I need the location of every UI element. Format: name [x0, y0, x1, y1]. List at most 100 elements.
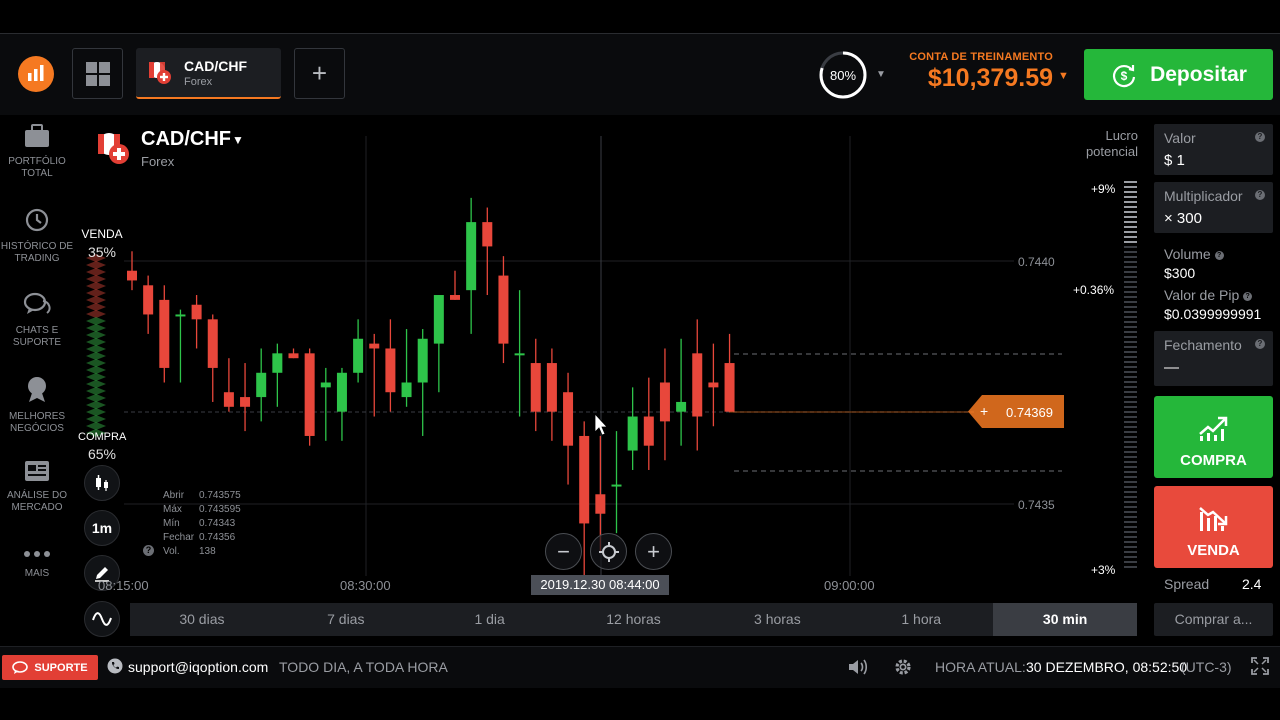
current-time-value: 30 DEZEMBRO, 08:52:50	[1026, 659, 1188, 675]
ohlc-key: Vol.	[163, 546, 180, 557]
candle-body	[401, 382, 412, 398]
drawing-tools-button[interactable]	[84, 555, 120, 591]
sentiment-segment	[86, 394, 106, 402]
sentiment-segment	[86, 261, 106, 269]
settings-gear-icon[interactable]	[893, 657, 913, 682]
sentiment-segment	[86, 366, 106, 374]
help-icon[interactable]: ?	[1243, 291, 1253, 301]
sidebar-item-more[interactable]: MAIS	[0, 548, 74, 580]
chart-type-button[interactable]	[84, 465, 120, 501]
candles	[127, 197, 735, 587]
award-icon	[28, 377, 46, 402]
candle-body	[191, 304, 202, 320]
time-axis-label: 08:15:00	[98, 578, 149, 593]
candle-body	[643, 416, 654, 446]
percent-scale-label: +0.36%	[1073, 283, 1115, 297]
candle-body	[482, 222, 493, 247]
buy-label: COMPRA	[1180, 452, 1247, 469]
help-icon[interactable]: ?	[1255, 339, 1265, 349]
candle-body	[385, 348, 396, 393]
support-email[interactable]: support@iqoption.com	[128, 659, 269, 675]
candle-body	[272, 353, 283, 373]
zoom-out-button[interactable]: −	[545, 533, 582, 570]
chart-pair-type: Forex	[141, 154, 175, 169]
close-position-field[interactable]: Fechamento ? —	[1154, 331, 1273, 386]
sentiment-segment	[86, 331, 106, 339]
multiplier-value[interactable]: × 300	[1164, 210, 1202, 227]
sidebar-item-portfolio[interactable]: PORTFÓLIO TOTAL	[0, 124, 74, 180]
deposit-button[interactable]: $ Depositar	[1084, 49, 1273, 100]
sidebar-item-label: MELHORES NEGÓCIOS	[8, 411, 66, 434]
sound-icon[interactable]	[847, 657, 869, 682]
help-icon[interactable]: ?	[143, 545, 154, 556]
ohlc-value: 0.74356	[199, 532, 236, 543]
profit-percentage[interactable]: 80%	[829, 68, 857, 83]
timeframe-30-min[interactable]: 30 min	[993, 603, 1138, 636]
volume-label: Volume ?	[1164, 246, 1224, 262]
buy-button[interactable]: COMPRA	[1154, 396, 1273, 478]
close-position-value[interactable]: —	[1164, 359, 1179, 376]
sidebar-item-market-analysis[interactable]: ANÁLISE DO MERCADO	[0, 460, 74, 514]
asset-grid-button[interactable]	[72, 48, 123, 99]
help-icon[interactable]: ?	[1214, 250, 1224, 260]
candle-body	[563, 392, 574, 446]
sell-button[interactable]: VENDA	[1154, 486, 1273, 568]
candle-body	[223, 392, 234, 407]
sentiment-segment	[86, 373, 106, 381]
crosshair-time-tag: 2019.12.30 08:44:00	[531, 575, 669, 595]
ohlc-key: Abrir	[163, 490, 185, 501]
current-price-tag[interactable]: + 0.74369	[968, 395, 1064, 428]
indicators-button[interactable]	[84, 601, 120, 637]
candle-body	[417, 338, 428, 383]
spread-label: Spread	[1164, 576, 1210, 592]
multiplier-field[interactable]: Multiplicador ? × 300	[1154, 182, 1273, 233]
add-alert-icon[interactable]: +	[980, 403, 989, 419]
chevron-down-icon[interactable]: ▼	[232, 133, 244, 147]
chevron-down-icon[interactable]: ▼	[876, 69, 886, 80]
cad-chf-flag-icon	[98, 133, 129, 164]
recenter-button[interactable]	[590, 533, 627, 570]
sentiment-segment	[86, 338, 106, 346]
percent-scale	[1124, 181, 1137, 568]
timeframe-1-hour[interactable]: 1 hora	[901, 611, 942, 627]
add-asset-tab-button[interactable]: +	[294, 48, 345, 99]
price-chart[interactable]	[74, 116, 1138, 600]
sidebar-item-chats[interactable]: CHATS E SUPORTE	[0, 291, 74, 349]
timeframe-1-day[interactable]: 1 dia	[474, 611, 505, 627]
profit-ring-icon	[819, 51, 867, 99]
candle-body	[514, 353, 525, 356]
sell-sentiment-label: VENDA	[81, 227, 123, 241]
trend-up-icon	[1199, 416, 1228, 441]
zoom-in-button[interactable]: +	[635, 533, 672, 570]
timeframe-30-days[interactable]: 30 dias	[179, 611, 225, 627]
sentiment-segment	[86, 317, 106, 325]
buy-at-price-button[interactable]: Comprar a...	[1154, 603, 1273, 636]
price-tag-shape	[968, 395, 1064, 428]
help-icon[interactable]: ?	[1255, 132, 1265, 142]
chart-pair-name[interactable]: CAD/CHF	[141, 128, 231, 150]
amount-value[interactable]: $ 1	[1164, 152, 1185, 169]
sentiment-segment	[86, 422, 106, 430]
ohlc-key: Máx	[163, 504, 182, 515]
candle-body	[676, 401, 687, 412]
support-button[interactable]: SUPORTE	[2, 655, 98, 680]
help-icon[interactable]: ?	[1255, 190, 1265, 200]
asset-tab-name: CAD/CHF	[184, 58, 247, 74]
timeframe-7-days[interactable]: 7 dias	[327, 611, 365, 627]
timeframe-3-hours[interactable]: 3 horas	[754, 611, 801, 627]
candle-timeframe-button[interactable]: 1m	[84, 510, 120, 546]
account-balance[interactable]: $10,379.59	[927, 64, 1053, 92]
timeframe-12-hours[interactable]: 12 horas	[606, 611, 661, 627]
account-type-label[interactable]: CONTA DE TREINAMENTO	[909, 51, 1053, 63]
chevron-down-icon[interactable]: ▼	[1058, 70, 1069, 82]
fullscreen-icon[interactable]	[1251, 657, 1269, 680]
sentiment-segment	[86, 310, 106, 318]
sentiment-segment	[86, 429, 106, 437]
candle-body	[304, 353, 315, 436]
sidebar-item-best-deals[interactable]: MELHORES NEGÓCIOS	[0, 375, 74, 435]
asset-tab-cad-chf[interactable]: CAD/CHF Forex	[136, 48, 281, 99]
iq-logo-icon[interactable]	[18, 56, 54, 92]
close-position-label: Fechamento	[1164, 337, 1242, 353]
sidebar-item-trading-history[interactable]: HISTÓRICO DE TRADING	[0, 207, 74, 265]
amount-field[interactable]: Valor ? $ 1	[1154, 124, 1273, 175]
